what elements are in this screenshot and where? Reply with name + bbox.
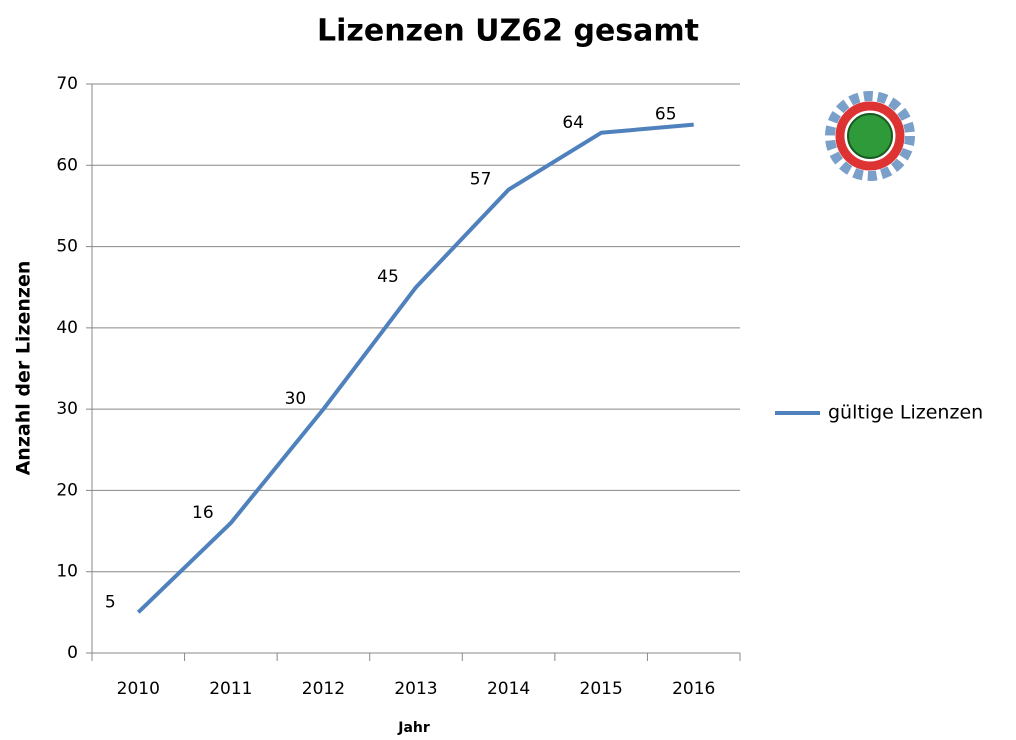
data-label: 65 bbox=[655, 105, 677, 125]
data-label: 30 bbox=[285, 389, 307, 409]
data-label: 5 bbox=[105, 592, 116, 612]
x-tick-label: 2013 bbox=[394, 679, 437, 699]
x-tick-label: 2010 bbox=[117, 679, 160, 699]
x-tick-label: 2015 bbox=[580, 679, 623, 699]
chart-title: Lizenzen UZ62 gesamt bbox=[317, 14, 699, 49]
x-axis-label: Jahr bbox=[397, 720, 430, 736]
x-tick-label: 2012 bbox=[302, 679, 345, 699]
y-tick-label: 0 bbox=[67, 643, 78, 663]
data-label: 57 bbox=[470, 170, 492, 190]
y-tick-label: 10 bbox=[56, 562, 78, 582]
x-tick-label: 2011 bbox=[209, 679, 252, 699]
logo bbox=[825, 91, 915, 181]
legend-label: gültige Lizenzen bbox=[828, 402, 983, 424]
x-tick-label: 2016 bbox=[672, 679, 715, 699]
data-label: 45 bbox=[377, 267, 399, 287]
y-tick-label: 20 bbox=[56, 480, 78, 500]
data-label: 64 bbox=[562, 113, 584, 133]
data-label: 16 bbox=[192, 503, 214, 523]
y-tick-label: 50 bbox=[56, 237, 78, 257]
line-series bbox=[136, 122, 694, 614]
y-tick-label: 70 bbox=[56, 74, 78, 94]
y-tick-label: 30 bbox=[56, 399, 78, 419]
y-tick-label: 40 bbox=[56, 318, 78, 338]
y-axis-label: Anzahl der Lizenzen bbox=[13, 261, 35, 476]
x-tick-label: 2014 bbox=[487, 679, 530, 699]
y-tick-label: 60 bbox=[56, 155, 78, 175]
